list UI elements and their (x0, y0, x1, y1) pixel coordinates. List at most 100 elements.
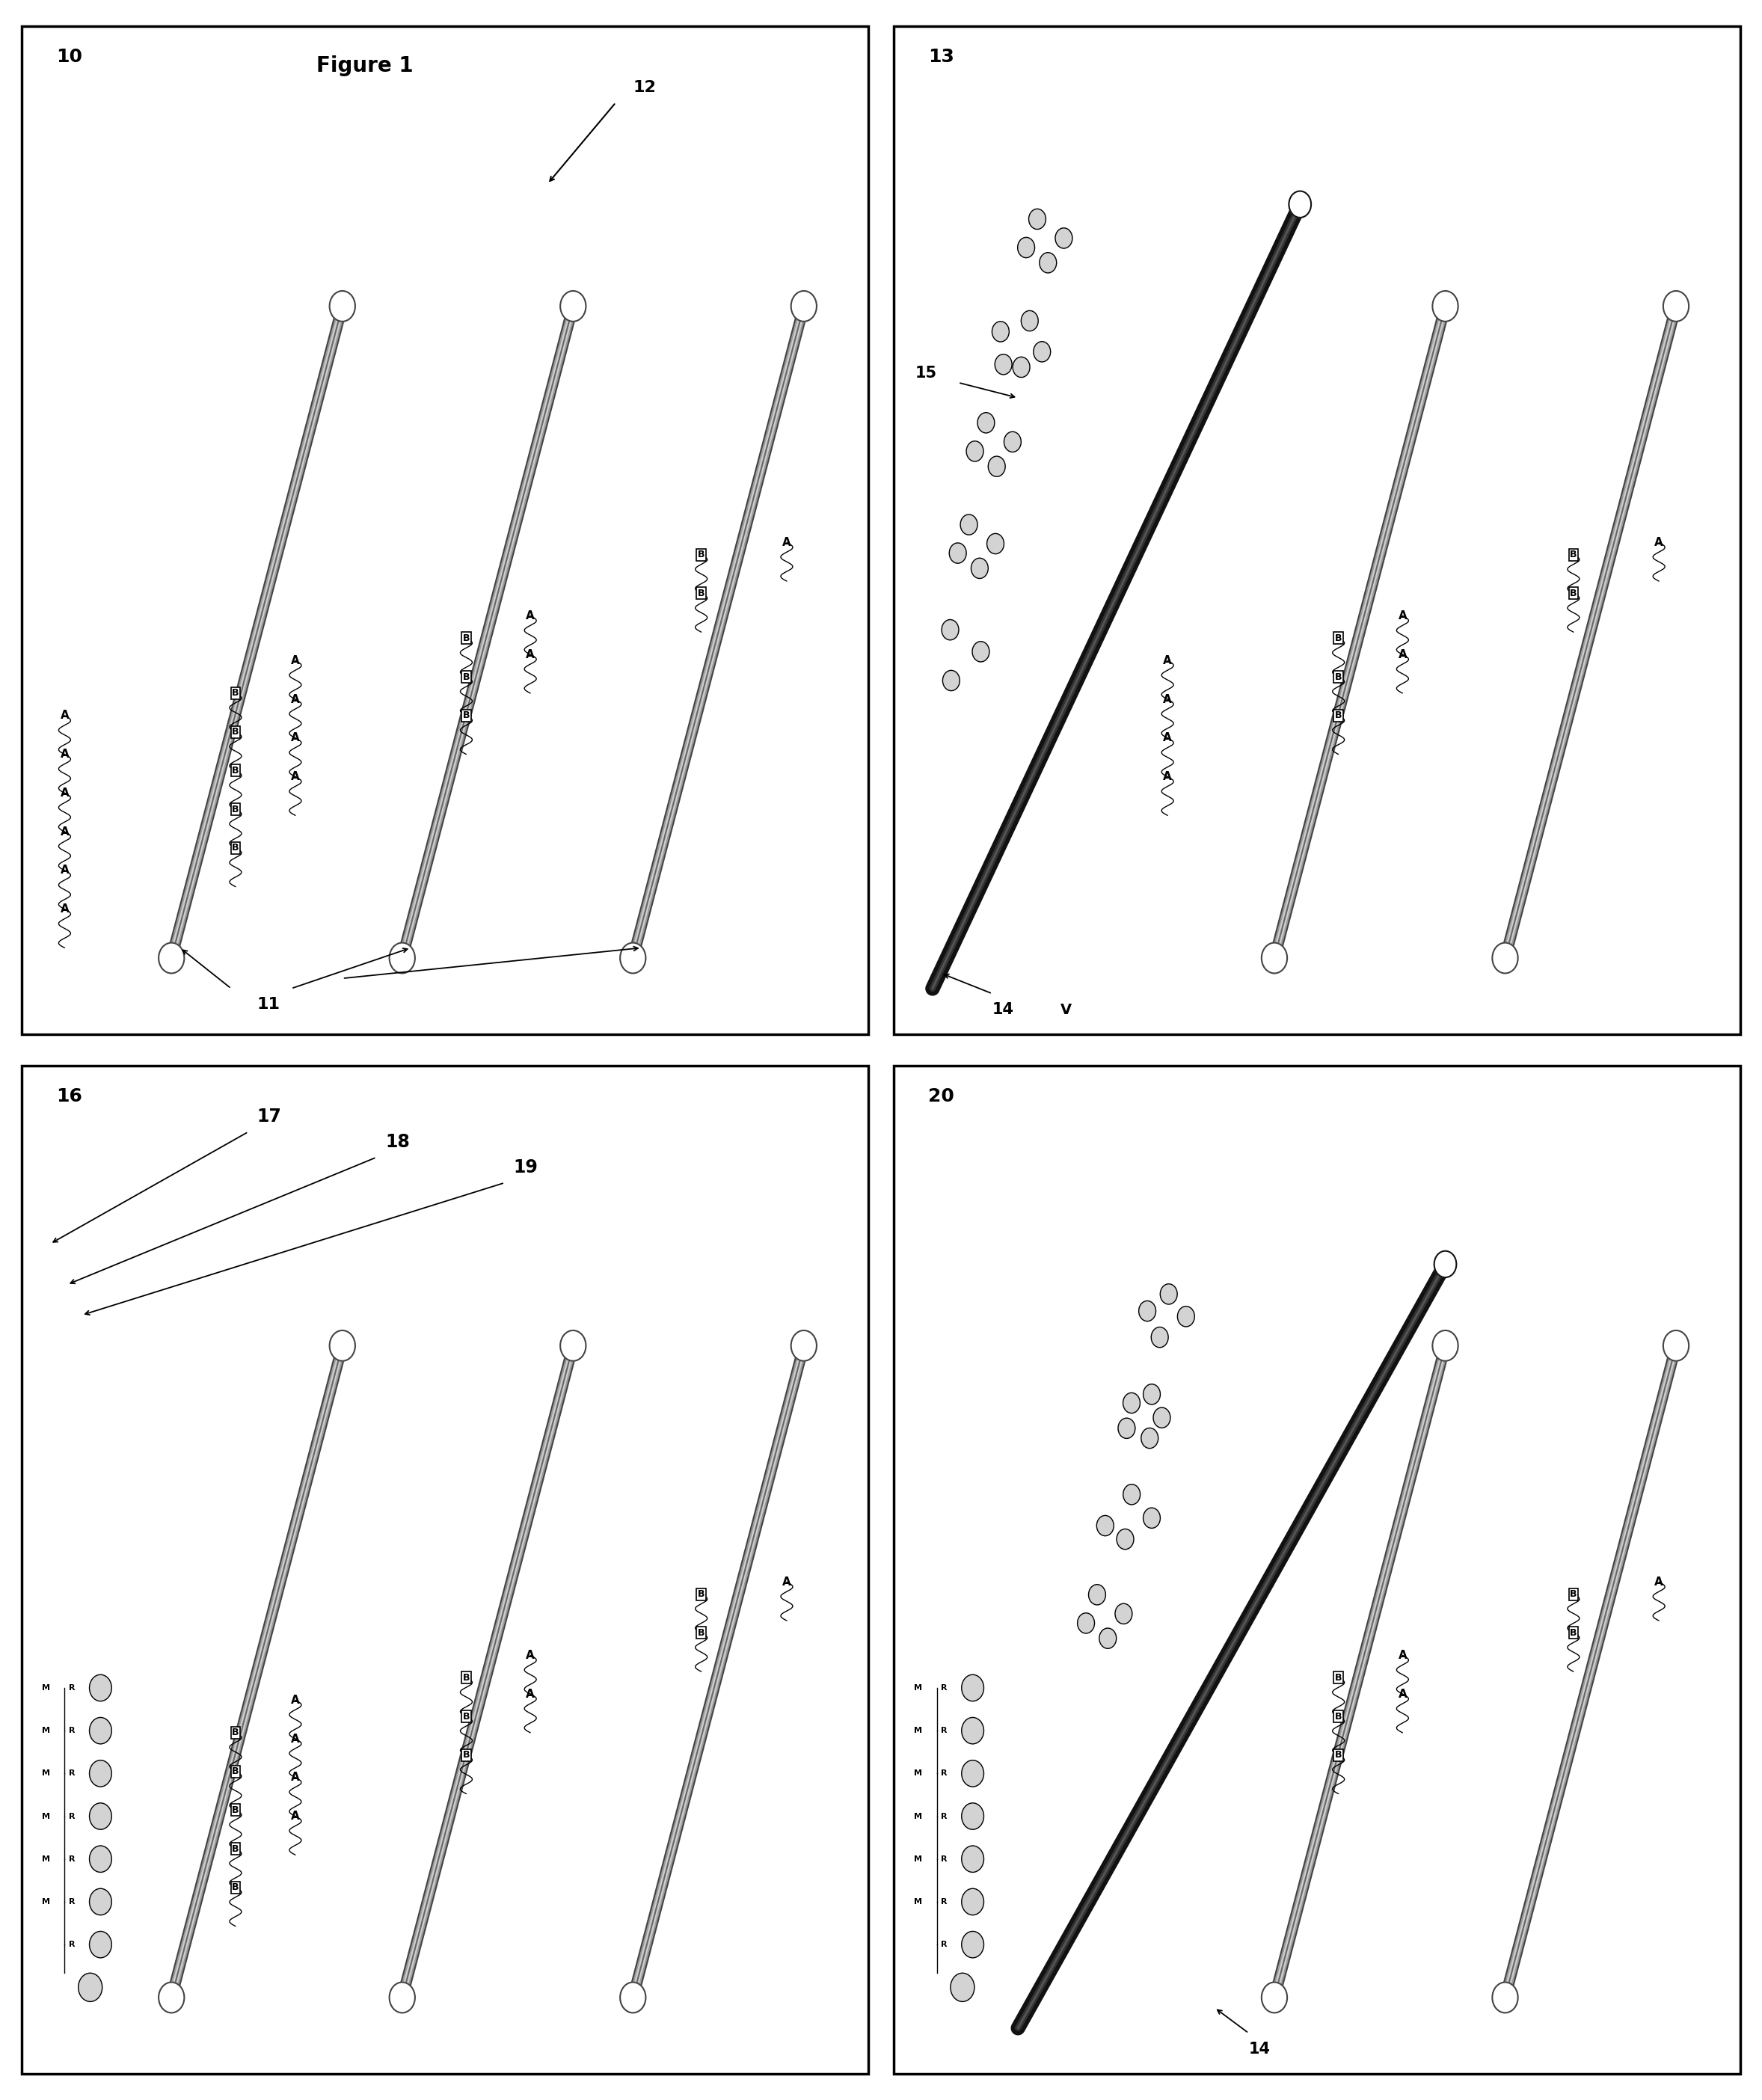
Text: R: R (69, 1770, 76, 1777)
Circle shape (1018, 237, 1034, 258)
Text: M: M (42, 1770, 49, 1777)
Text: B: B (698, 588, 705, 598)
Circle shape (943, 670, 960, 691)
Text: R: R (69, 1898, 76, 1905)
Circle shape (329, 1331, 356, 1361)
Text: A: A (60, 903, 69, 916)
Text: A: A (1399, 1651, 1406, 1661)
Text: M: M (914, 1898, 922, 1905)
Text: A: A (1399, 611, 1406, 622)
Text: B: B (233, 1806, 240, 1814)
Circle shape (90, 1760, 111, 1787)
Text: B: B (233, 767, 240, 775)
Text: A: A (291, 1732, 300, 1745)
Text: R: R (941, 1854, 948, 1863)
Circle shape (1177, 1306, 1195, 1327)
Text: A: A (782, 538, 791, 548)
Circle shape (90, 1888, 111, 1915)
Text: B: B (463, 634, 470, 643)
Circle shape (973, 640, 988, 662)
Circle shape (389, 1982, 416, 2012)
Circle shape (90, 1846, 111, 1873)
Circle shape (962, 1674, 983, 1701)
Circle shape (941, 619, 959, 640)
Text: R: R (69, 1854, 76, 1863)
Circle shape (1288, 191, 1311, 218)
Circle shape (1663, 292, 1688, 321)
Circle shape (159, 1982, 185, 2012)
Circle shape (1492, 1982, 1517, 2012)
Circle shape (1099, 1628, 1117, 1649)
Circle shape (159, 943, 185, 972)
Circle shape (90, 1932, 111, 1957)
Text: 11: 11 (257, 998, 280, 1012)
Circle shape (560, 292, 587, 321)
Text: M: M (42, 1726, 49, 1735)
Circle shape (1663, 1331, 1688, 1361)
Circle shape (1029, 208, 1047, 229)
Circle shape (950, 1974, 974, 2001)
Circle shape (1122, 1485, 1140, 1504)
Text: M: M (914, 1684, 922, 1693)
Circle shape (1159, 1283, 1177, 1304)
Text: 20: 20 (929, 1088, 955, 1105)
Text: M: M (42, 1898, 49, 1905)
Text: A: A (1399, 649, 1406, 659)
Circle shape (90, 1718, 111, 1743)
Circle shape (1151, 1327, 1168, 1348)
Circle shape (1144, 1508, 1159, 1529)
Text: 12: 12 (633, 80, 655, 94)
Text: A: A (1655, 538, 1663, 548)
Text: M: M (42, 1684, 49, 1693)
Circle shape (389, 943, 416, 972)
Circle shape (1055, 229, 1073, 248)
Text: B: B (1336, 672, 1343, 682)
Text: B: B (463, 672, 470, 682)
Text: B: B (463, 1749, 470, 1760)
Text: A: A (60, 825, 69, 838)
Text: A: A (1163, 693, 1172, 706)
Circle shape (78, 1974, 102, 2001)
Circle shape (1144, 1384, 1161, 1405)
Circle shape (1154, 1407, 1170, 1428)
Circle shape (1433, 292, 1459, 321)
Text: M: M (42, 1854, 49, 1863)
Text: A: A (527, 611, 534, 622)
Text: B: B (233, 844, 240, 853)
Circle shape (620, 943, 645, 972)
Text: A: A (60, 788, 69, 798)
Text: B: B (698, 1590, 705, 1598)
Text: A: A (291, 655, 300, 666)
Circle shape (1492, 943, 1517, 972)
Text: Figure 1: Figure 1 (317, 55, 414, 76)
Text: A: A (527, 1651, 534, 1661)
Circle shape (1022, 311, 1038, 332)
Circle shape (1089, 1586, 1105, 1604)
Circle shape (971, 559, 988, 578)
Circle shape (1262, 1982, 1288, 2012)
Text: A: A (527, 1688, 534, 1699)
Text: B: B (233, 727, 240, 737)
Text: R: R (941, 1940, 948, 1949)
Text: R: R (941, 1770, 948, 1777)
Circle shape (962, 1804, 983, 1829)
Text: R: R (69, 1940, 76, 1949)
Text: B: B (1336, 710, 1343, 720)
Text: A: A (291, 771, 300, 783)
Text: R: R (69, 1684, 76, 1693)
Text: B: B (1336, 1712, 1343, 1722)
Circle shape (962, 1760, 983, 1787)
Circle shape (1096, 1516, 1114, 1535)
Text: A: A (1399, 1688, 1406, 1699)
Text: M: M (914, 1812, 922, 1821)
Text: R: R (69, 1726, 76, 1735)
Text: 14: 14 (1249, 2041, 1270, 2056)
Circle shape (1115, 1604, 1133, 1623)
Text: B: B (233, 689, 240, 697)
Text: A: A (1655, 1577, 1663, 1588)
Circle shape (1004, 433, 1022, 452)
Circle shape (620, 1982, 645, 2012)
Circle shape (950, 544, 966, 563)
Text: R: R (941, 1898, 948, 1905)
Text: M: M (42, 1812, 49, 1821)
